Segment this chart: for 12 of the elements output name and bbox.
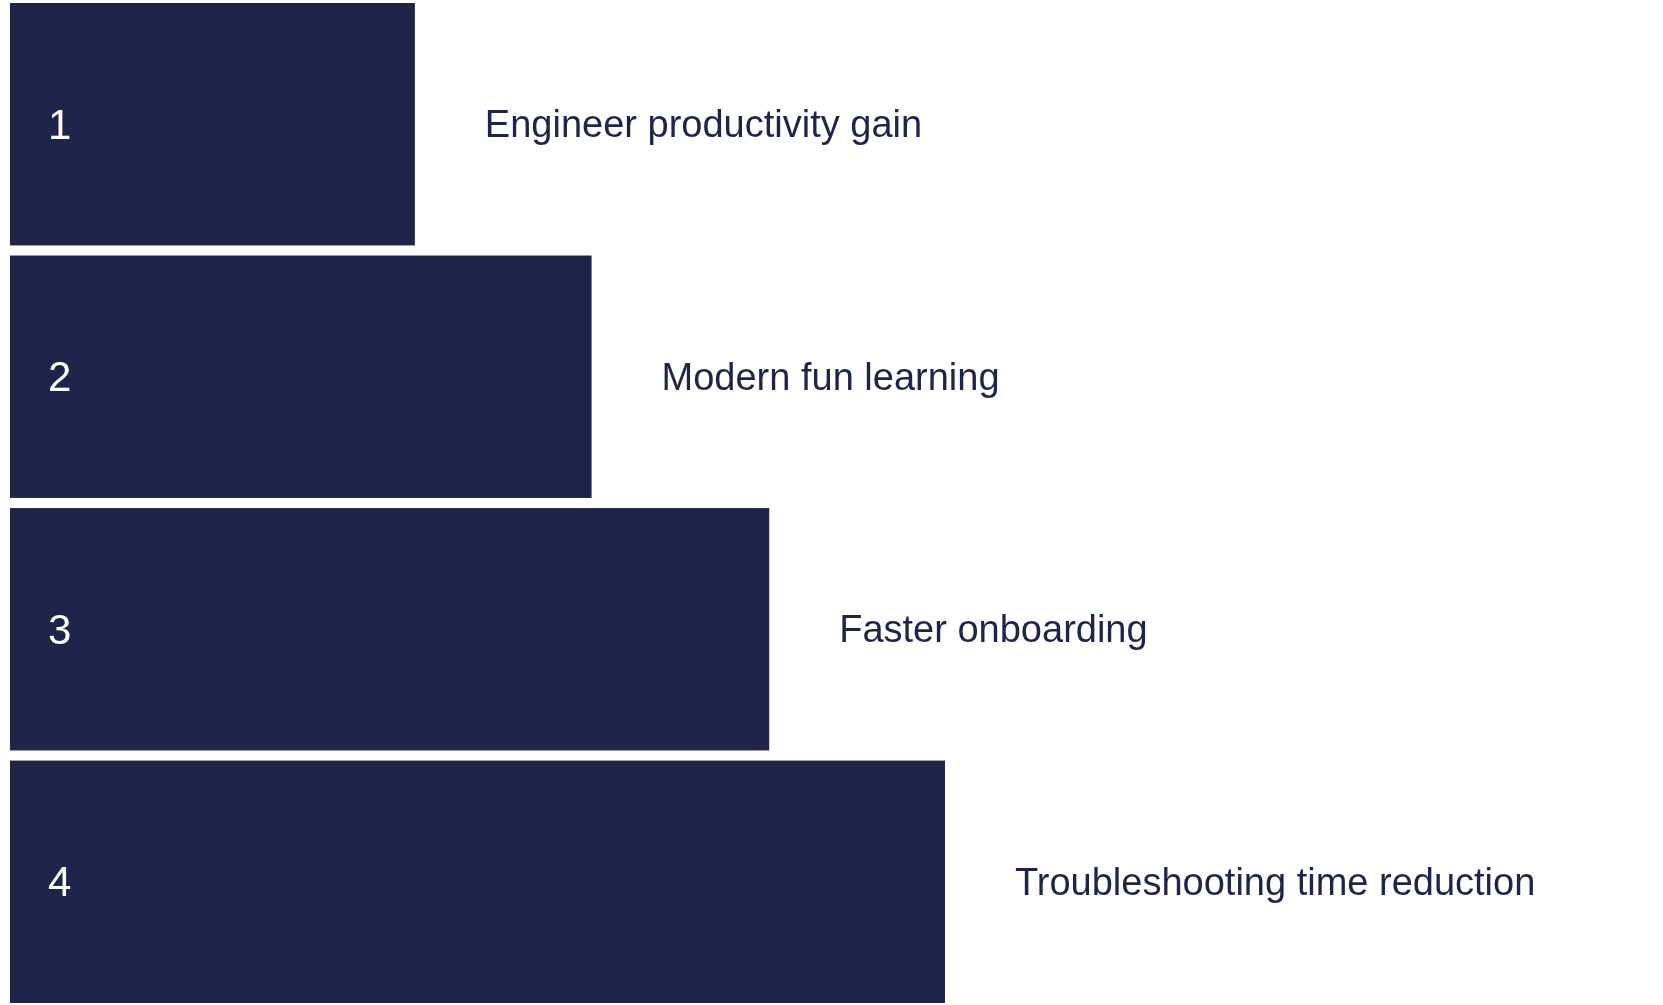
bar (10, 508, 770, 751)
y-tick-label: 2 (48, 353, 72, 401)
bar (10, 760, 945, 1003)
annotation: Engineer productivity gain (484, 103, 923, 146)
y-tick-label: 4 (48, 858, 72, 906)
bar (10, 3, 415, 246)
annotation: Faster onboarding (839, 608, 1148, 651)
annotation: Modern fun learning (661, 355, 1000, 398)
y-tick-label: 1 (48, 100, 72, 148)
y-tick-label: 3 (48, 605, 72, 653)
annotation: Troubleshooting time reduction (1015, 860, 1536, 903)
bar (10, 255, 592, 498)
